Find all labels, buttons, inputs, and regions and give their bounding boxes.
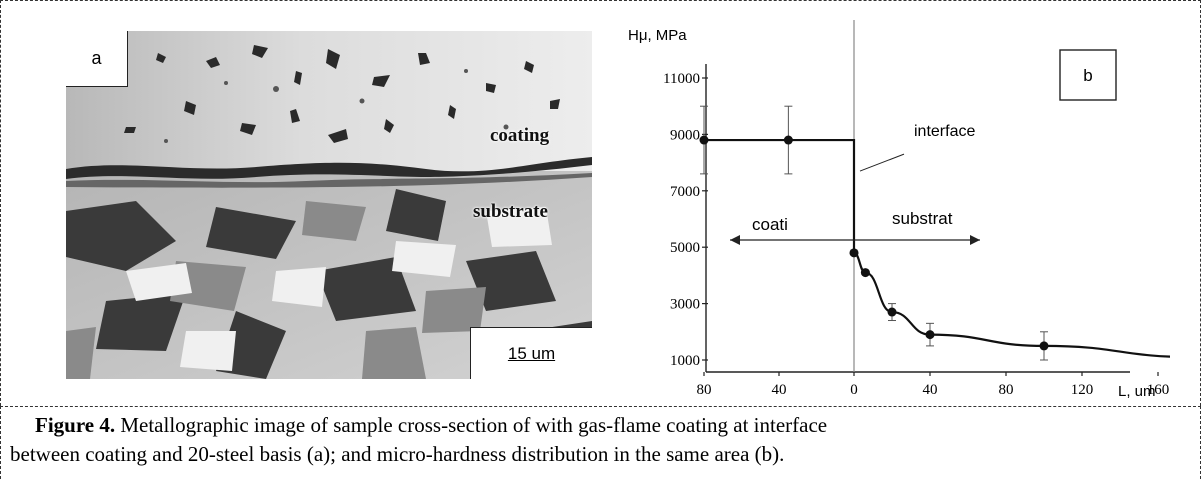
figure-caption: Figure 4. Metallographic image of sample…	[0, 411, 1203, 469]
coating-label: coating	[490, 125, 550, 146]
y-axis-label: Hμ, MPa	[628, 27, 687, 44]
x-tick-label: 120	[1071, 382, 1094, 398]
data-point	[925, 330, 935, 340]
micrograph-image	[66, 31, 592, 379]
data-point	[1039, 341, 1049, 351]
y-tick-label: 7000	[670, 184, 700, 200]
caption-line-1: Figure 4. Metallographic image of sample…	[0, 411, 1203, 440]
region-arrow-right	[970, 235, 980, 245]
data-point	[849, 248, 859, 258]
panel-b-label: b	[1083, 66, 1092, 85]
coating-region-label: coati	[752, 215, 788, 234]
panel-a-label: a	[66, 31, 128, 87]
y-tick-label: 5000	[670, 240, 700, 256]
hardness-curve	[704, 138, 1170, 358]
x-tick-label: 80	[697, 382, 712, 398]
y-tick-label: 3000	[670, 297, 700, 313]
x-tick-label: 0	[850, 382, 858, 398]
y-tick-label: 1000	[670, 353, 700, 369]
panel-b-box	[1059, 49, 1117, 101]
y-tick-label: 9000	[670, 127, 700, 143]
x-tick-label: 40	[923, 382, 938, 398]
caption-text-1: Metallographic image of sample cross-sec…	[115, 413, 828, 437]
substrate-label: substrate	[473, 201, 548, 222]
data-point	[699, 135, 709, 145]
scale-bar: 15 um	[470, 327, 592, 379]
data-point	[860, 268, 870, 278]
figure-frame-top	[0, 0, 1201, 406]
region-arrow-left	[730, 235, 740, 245]
interface-annotation: interface	[914, 123, 975, 140]
caption-line-2: between coating and 20-steel basis (a); …	[10, 442, 785, 466]
hardness-chart: 1000 3000 5000 7000 9000 11000 80 40 0 40 80 120 160…	[628, 20, 1170, 400]
caption-frame	[0, 406, 1201, 479]
figure-label: Figure 4.	[35, 413, 116, 437]
x-axis-label: L, um	[1118, 383, 1156, 400]
scale-bar-text: 15 um	[507, 343, 556, 363]
x-tick-label: 40	[772, 382, 787, 398]
y-tick-label: 11000	[663, 71, 700, 87]
micrograph-panel: a coating substrate 15 um	[66, 31, 592, 379]
interface-pointer	[859, 153, 905, 172]
data-point	[783, 135, 793, 145]
data-point	[887, 307, 897, 317]
x-tick-label: 160	[1147, 382, 1170, 398]
x-tick-label: 80	[999, 382, 1014, 398]
substrate-region-label: substrat	[892, 209, 953, 228]
